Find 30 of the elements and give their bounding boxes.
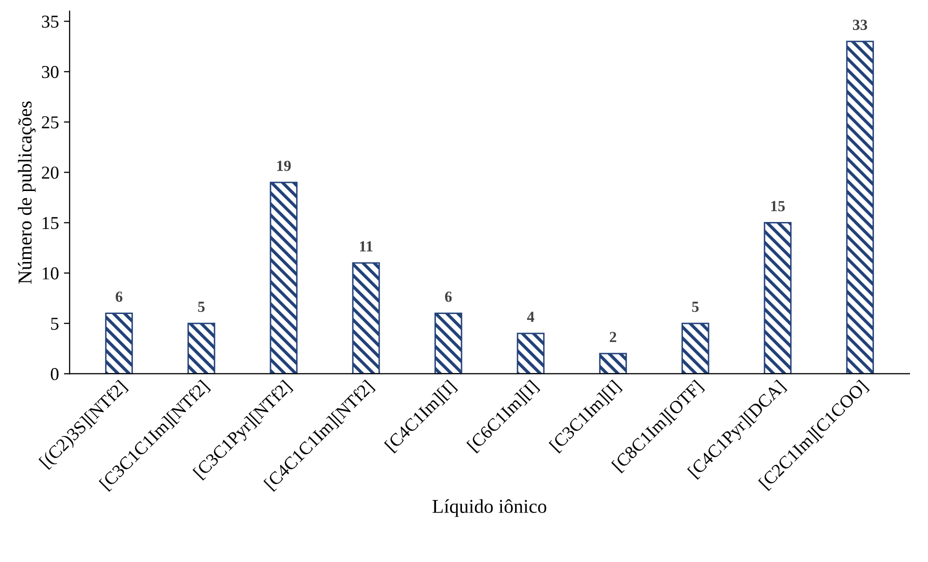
bar [599, 352, 627, 374]
data-label: 2 [610, 332, 616, 342]
data-label: 6 [116, 292, 122, 302]
data-label: 11 [360, 241, 372, 252]
bar [846, 40, 874, 374]
bar [105, 312, 133, 374]
y-tick-label: 0 [50, 368, 58, 380]
data-label: 19 [277, 160, 291, 171]
y-tick-label: 35 [42, 16, 58, 28]
y-tick-label: 20 [42, 166, 58, 179]
data-label: 15 [771, 201, 785, 212]
bar [187, 322, 216, 374]
data-label: 5 [692, 302, 699, 312]
bar [352, 262, 380, 374]
y-tick-label: 5 [51, 318, 58, 330]
data-label: 33 [852, 20, 868, 30]
y-tick-label: 15 [42, 217, 58, 230]
bar [516, 332, 545, 374]
data-label: 6 [445, 292, 452, 302]
data-label: 5 [198, 302, 205, 312]
data-label: 4 [527, 312, 534, 322]
bar [681, 322, 710, 374]
y-tick-label: 10 [42, 267, 58, 280]
bar [270, 182, 298, 374]
x-axis-title: Líquido iônico [432, 499, 546, 517]
y-tick-label: 25 [42, 116, 58, 128]
bar [764, 222, 792, 374]
bar [434, 312, 462, 374]
y-axis-title: Número de publicações [18, 101, 36, 284]
y-tick-label: 30 [42, 66, 58, 78]
